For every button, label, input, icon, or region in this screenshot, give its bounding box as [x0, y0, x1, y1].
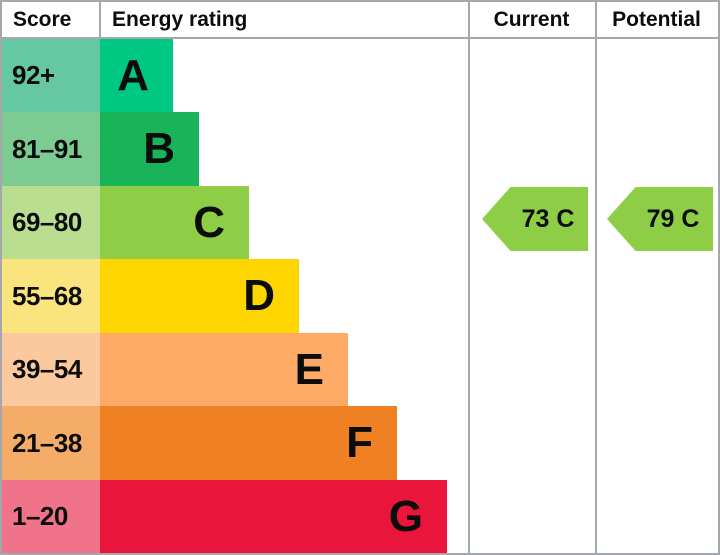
- score-cell: 69–80: [2, 186, 100, 259]
- score-cell: 92+: [2, 39, 100, 112]
- score-cell: 39–54: [2, 333, 100, 406]
- band-row-f: 21–38 F: [2, 406, 718, 480]
- band-bar: A: [100, 39, 173, 112]
- score-range: 69–80: [12, 207, 82, 237]
- band-letter: E: [294, 344, 324, 394]
- band-letter: A: [117, 50, 149, 100]
- band-letter: D: [243, 271, 275, 320]
- score-column-header: Score: [13, 8, 72, 31]
- potential-column-header: Potential: [612, 8, 701, 31]
- band-bar: C: [100, 186, 249, 259]
- potential-column-divider: [595, 2, 597, 553]
- potential-rating-arrow: 79 C: [607, 187, 713, 251]
- band-row-d: 55–68 D: [2, 259, 718, 333]
- band-row-a: 92+ A: [2, 39, 718, 112]
- band-letter: C: [193, 197, 225, 247]
- band-letter: B: [143, 124, 175, 173]
- band-row-g: 1–20 G: [2, 480, 718, 553]
- score-cell: 21–38: [2, 406, 100, 480]
- current-rating-label: 73 C: [521, 204, 575, 233]
- energy-rating-column-header: Energy rating: [112, 8, 248, 31]
- band-letter: F: [346, 418, 373, 467]
- band-bar: F: [100, 406, 397, 480]
- band-row-b: 81–91 B: [2, 112, 718, 186]
- score-cell: 1–20: [2, 480, 100, 553]
- band-bar: G: [100, 480, 447, 553]
- band-bar: D: [100, 259, 299, 333]
- score-range: 81–91: [12, 133, 82, 164]
- score-range: 55–68: [12, 280, 82, 311]
- score-range: 92+: [12, 60, 55, 90]
- header-divider-line: [2, 37, 718, 39]
- band-row-c: 69–80 C: [2, 186, 718, 259]
- current-column-header: Current: [493, 8, 570, 31]
- score-range: 21–38: [12, 427, 82, 458]
- score-range: 1–20: [12, 501, 68, 531]
- score-range: 39–54: [12, 354, 82, 384]
- current-column-divider: [468, 2, 470, 553]
- band-bar: E: [100, 333, 348, 406]
- band-bar: B: [100, 112, 199, 186]
- band-row-e: 39–54 E: [2, 333, 718, 406]
- score-header-divider: [99, 2, 101, 37]
- potential-rating-label: 79 C: [646, 204, 700, 233]
- score-cell: 81–91: [2, 112, 100, 186]
- score-cell: 55–68: [2, 259, 100, 333]
- band-letter: G: [388, 491, 423, 541]
